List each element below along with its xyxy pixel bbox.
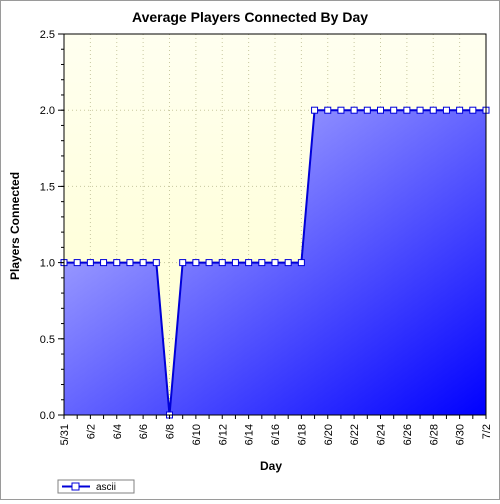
x-tick-label: 6/12 <box>217 424 229 445</box>
data-point-marker <box>192 259 200 267</box>
x-tick-label: 7/2 <box>481 424 493 439</box>
data-point-marker <box>416 106 424 114</box>
x-tick-label: 6/6 <box>138 424 150 439</box>
data-point-marker <box>311 106 319 114</box>
x-tick-label: 6/26 <box>402 424 414 445</box>
y-tick-label: 0.0 <box>40 410 55 422</box>
x-tick-label: 5/31 <box>59 424 71 445</box>
data-point-marker <box>350 106 358 114</box>
chart-title: Average Players Connected By Day <box>132 9 368 25</box>
data-point-marker <box>442 106 450 114</box>
series-area-ascii <box>64 110 486 415</box>
data-point-marker <box>377 106 384 114</box>
x-tick-label: 6/8 <box>165 424 177 439</box>
x-tick-label: 6/28 <box>428 424 440 445</box>
data-point-marker <box>231 259 239 267</box>
data-point-marker <box>337 106 345 114</box>
legend: ascii <box>57 479 135 494</box>
x-tick-label: 6/24 <box>376 424 388 445</box>
x-axis-title: Day <box>260 459 282 473</box>
y-tick-label: 2.5 <box>40 29 55 41</box>
data-point-marker <box>139 259 147 267</box>
data-point-marker <box>324 106 332 114</box>
legend-label-ascii: ascii <box>96 482 116 493</box>
data-point-marker <box>179 259 187 267</box>
data-point-marker <box>284 259 292 267</box>
y-axis-title: Players Connected <box>8 172 22 280</box>
data-point-marker <box>429 106 437 114</box>
data-point-marker <box>390 106 398 114</box>
data-point-marker <box>245 259 253 267</box>
x-tick-label: 6/4 <box>112 424 124 439</box>
data-point-marker <box>113 259 121 267</box>
data-point-marker <box>152 259 160 267</box>
y-tick-label: 0.5 <box>40 334 55 346</box>
data-point-marker <box>218 259 226 267</box>
x-tick-label: 6/2 <box>85 424 97 439</box>
x-tick-label: 6/20 <box>323 424 335 445</box>
data-point-marker <box>86 259 94 267</box>
x-tick-label: 6/22 <box>349 424 361 445</box>
data-point-marker <box>126 259 134 267</box>
legend-swatch-marker <box>71 482 80 491</box>
data-point-marker <box>403 106 411 114</box>
data-point-marker <box>297 259 305 267</box>
x-tick-label: 6/16 <box>270 424 282 445</box>
y-tick-label: 2.0 <box>40 105 55 117</box>
x-tick-label: 6/14 <box>244 424 256 445</box>
data-point-marker <box>456 106 464 114</box>
data-point-marker <box>100 259 108 267</box>
data-point-marker <box>73 259 81 267</box>
y-tick-label: 1.0 <box>40 258 55 270</box>
data-point-marker <box>271 259 279 267</box>
data-point-marker <box>258 259 266 267</box>
x-axis: 5/31 6/2 6/4 6/6 6/8 6/10 6/12 6/14 6/16 6/18 6/20… <box>59 415 493 445</box>
x-tick-label: 6/18 <box>296 424 308 445</box>
x-tick-label: 6/30 <box>455 424 467 445</box>
data-point-marker <box>363 106 371 114</box>
data-point-marker <box>205 259 213 267</box>
y-tick-label: 1.5 <box>40 181 55 193</box>
y-axis: 0.0 0.5 1.0 1.5 2.0 2.5 <box>40 29 64 422</box>
data-point-marker <box>469 106 477 114</box>
x-tick-label: 6/10 <box>191 424 203 445</box>
